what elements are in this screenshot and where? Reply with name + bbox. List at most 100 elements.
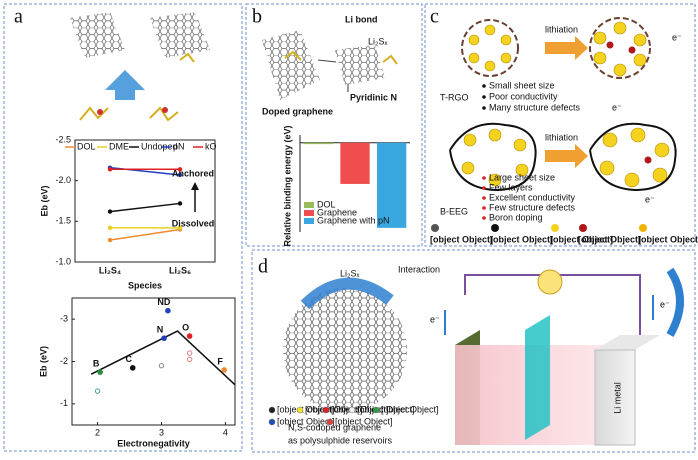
legend-label: [object Object] (357, 404, 415, 414)
y-tick-label: -1.0 (55, 256, 71, 266)
point-label: ND (157, 297, 170, 307)
open-point (186, 356, 193, 363)
x-tick-label: Li₂S₄ (99, 265, 121, 275)
point (107, 209, 113, 214)
legend-swatch (304, 210, 314, 216)
point-label: B (93, 358, 100, 368)
legend-label: pN (173, 141, 185, 151)
point (177, 225, 183, 231)
title: Li bond (345, 14, 378, 24)
label: B-EEG (440, 206, 468, 216)
legend-label: [object Object] (277, 416, 335, 426)
point (177, 167, 183, 172)
bullet (482, 186, 486, 190)
legend-swatch (372, 406, 380, 414)
y-tick-label: -1 (60, 398, 68, 408)
label: Li₂Sₓ (340, 268, 360, 278)
point-label: F (217, 356, 223, 366)
bullet (482, 106, 486, 110)
lithiation-illustration (449, 17, 677, 192)
y-tick-label: -1.5 (55, 216, 71, 226)
bar (303, 142, 333, 145)
legend-swatch (348, 406, 356, 414)
point-label: C (125, 354, 132, 364)
legend-label: [object Object] (490, 234, 553, 244)
point (221, 367, 227, 373)
legend-swatch (431, 224, 439, 232)
label: lithiation (545, 132, 578, 142)
graphene-illustration (70, 12, 210, 122)
electron: e⁻ (660, 299, 670, 309)
panel-frame (245, 3, 423, 247)
bullet-text: Excellent conductivity (489, 192, 576, 202)
open-point (94, 388, 101, 394)
legend-swatch (639, 224, 647, 232)
arrow-head (191, 182, 199, 190)
panel-frame (3, 3, 243, 452)
legend-label: [object Object] (335, 416, 393, 426)
panel-frame (251, 249, 696, 453)
doped-graphene-illustration (262, 30, 398, 100)
bullet-text: Many structure defects (489, 102, 581, 112)
label: lithiation (545, 24, 578, 34)
bullet (482, 206, 486, 210)
y-tick-label: -3 (60, 314, 68, 324)
bullet (482, 216, 486, 220)
bullet-text: Large sheet size (489, 172, 555, 182)
bullet (482, 95, 486, 99)
battery-illustration (283, 267, 684, 446)
plot-frame (74, 139, 216, 263)
legend-swatch (551, 224, 559, 232)
series-line (109, 202, 181, 213)
y-tick-label: -2.5 (55, 134, 71, 144)
legend-label: [object Object] (381, 404, 439, 414)
legend-swatch (491, 224, 499, 232)
legend-swatch (296, 406, 304, 414)
series-line (109, 228, 181, 241)
panel-label: a (14, 6, 23, 28)
legend-label: kO (205, 141, 217, 151)
point (165, 307, 171, 314)
point (177, 201, 183, 206)
y-axis-label: Eb (eV) (39, 185, 49, 216)
bullet-text: Small sheet size (489, 80, 555, 90)
label: Doped graphene (262, 106, 333, 116)
bullet-text: Few structure defects (489, 202, 576, 212)
electron: e⁻ (612, 102, 622, 112)
legend-label: [object Object] (638, 234, 698, 244)
trend-line (90, 330, 236, 386)
legend-swatch (268, 406, 276, 414)
point (97, 369, 103, 375)
electron: e⁻ (645, 194, 655, 204)
bullet-text: Poor conductivity (489, 91, 558, 101)
electron: e⁻ (430, 314, 440, 324)
point (107, 167, 113, 172)
bar (377, 142, 407, 228)
y-tick-label: -2.0 (55, 175, 71, 185)
content: -2.5 -2.0 -1.5 -1.0 Li₂S₄ Li₂S₆ Species Eb (eV)… (38, 14, 698, 448)
legend-swatch (579, 224, 587, 232)
legend-swatch (322, 406, 330, 414)
legend-label: [object Object] (305, 404, 363, 414)
point (186, 333, 193, 339)
open-point (158, 363, 165, 369)
legend-swatch (304, 218, 314, 224)
legend-swatch (326, 418, 334, 426)
bullet (482, 176, 486, 180)
x-tick-label: 2 (95, 427, 100, 437)
label: T-RGO (440, 92, 469, 102)
bullet (482, 84, 486, 88)
legend-label: Graphene (317, 207, 357, 217)
point (177, 172, 183, 178)
point (161, 335, 167, 342)
panel-label: c (430, 6, 439, 28)
legend-label: DOL (317, 199, 336, 209)
panel-label: d (258, 256, 268, 278)
label: Li₂Sₓ (368, 36, 388, 46)
legend-label: DME (109, 141, 129, 151)
y-tick-label: -2 (60, 356, 68, 366)
legend-label: [object Object] (550, 234, 613, 244)
open-point (186, 350, 193, 356)
legend-label: [object Object] (430, 234, 493, 244)
